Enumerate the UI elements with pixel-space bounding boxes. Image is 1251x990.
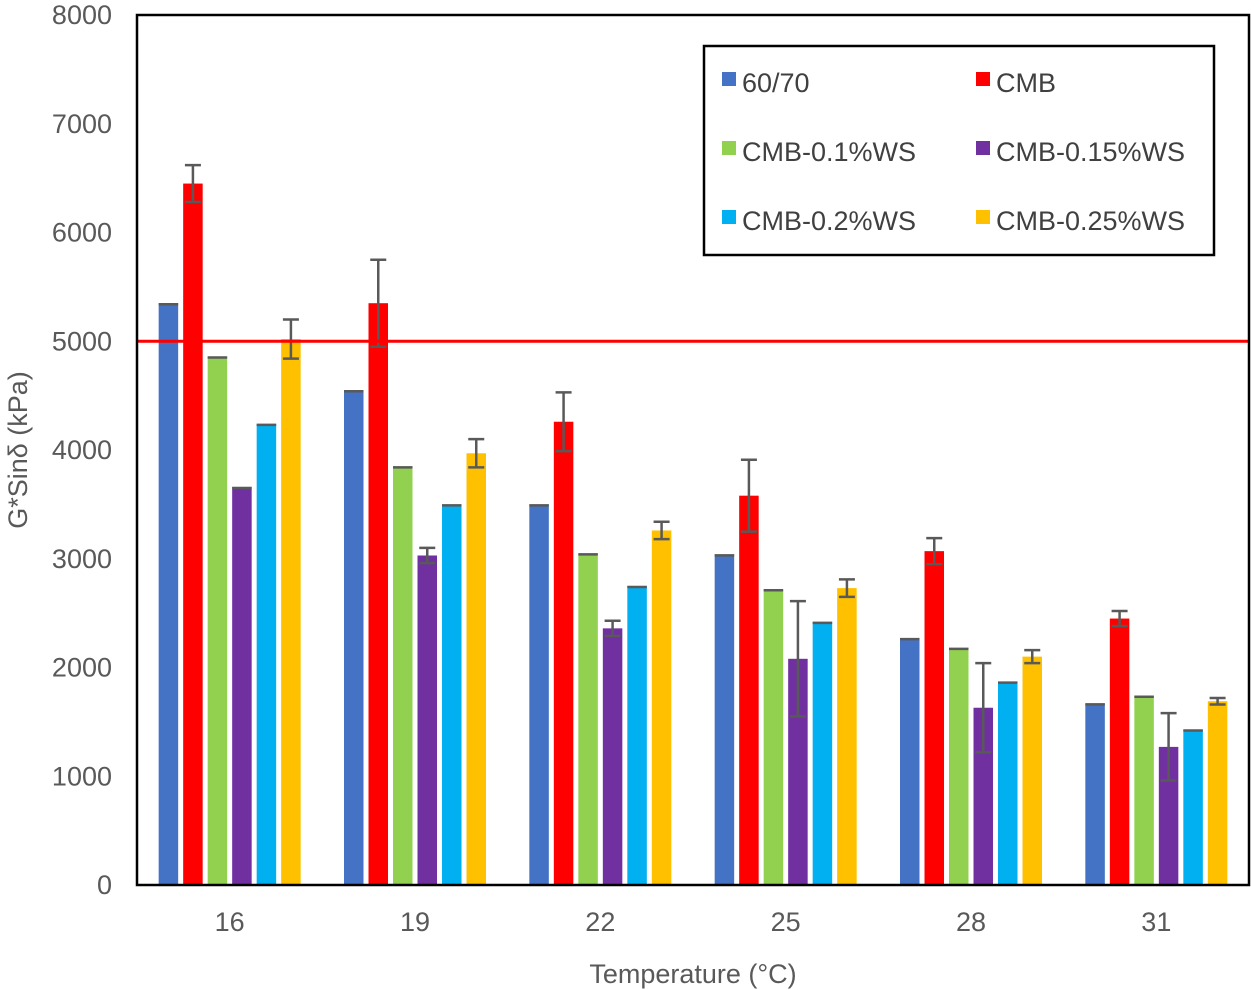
bar-cmb-0-25-ws-16	[281, 339, 301, 886]
bar-cmb-0-2-ws-22	[627, 585, 647, 885]
bar-cmb-19	[368, 303, 388, 885]
bar-cmb-0-2-ws-19	[442, 504, 462, 886]
bar-cmb-0-25-ws-31	[1207, 701, 1228, 885]
plot-area-frame	[135, 13, 1251, 887]
x-tick-label: 28	[956, 907, 986, 937]
y-tick-label: 1000	[52, 761, 112, 791]
bar-cmb-0-1-ws-22	[578, 553, 598, 885]
y-tick-label: 6000	[52, 218, 112, 248]
legend-label: CMB	[996, 68, 1056, 98]
bar-cmb-25	[739, 495, 759, 885]
legend-swatch	[976, 72, 990, 86]
bar-cmb-31	[1109, 618, 1130, 885]
y-tick-label: 4000	[52, 435, 112, 465]
bar-60-70-31	[1085, 703, 1105, 885]
bar-cmb-0-15-ws-19	[417, 555, 437, 885]
bar-cmb-0-1-ws-31	[1134, 695, 1154, 885]
y-axis-title: G*Sinδ (kPa)	[3, 371, 33, 529]
bar-cmb-0-1-ws-16	[207, 356, 228, 886]
legend-swatch	[722, 141, 736, 155]
bar-60-70-25	[714, 554, 735, 885]
bar-cmb-0-25-ws-22	[651, 530, 672, 885]
bar-cmb-16	[183, 183, 203, 885]
bar-cmb-0-1-ws-28	[949, 647, 969, 885]
legend-label: CMB-0.1%WS	[742, 137, 916, 167]
bar-cmb-0-2-ws-28	[998, 681, 1018, 885]
bar-cmb-0-2-ws-25	[812, 621, 833, 885]
bar-60-70-16	[158, 303, 179, 885]
y-axis-ticks: 0 1000 2000 3000 4000 5000 6000 7000 8000	[52, 0, 112, 900]
legend: 60/70 CMB CMB-0.1%WS CMB-0.15%WS CMB-0.2%WS C…	[702, 44, 1216, 257]
bar-60-70-19	[344, 390, 364, 885]
bar-cmb-0-1-ws-19	[393, 466, 413, 885]
bar-cmb-0-15-ws-22	[602, 628, 623, 885]
legend-swatch	[976, 141, 990, 155]
bar-cmb-0-25-ws-19	[466, 453, 486, 885]
bar-cmb-0-2-ws-16	[256, 423, 277, 885]
x-tick-label: 16	[215, 907, 245, 937]
y-tick-label: 8000	[52, 0, 112, 30]
legend-label: CMB-0.15%WS	[996, 137, 1185, 167]
bar-cmb-0-25-ws-25	[837, 588, 857, 885]
y-tick-label: 3000	[52, 544, 112, 574]
error-bars-layer	[158, 163, 1226, 782]
y-tick-label: 0	[97, 870, 112, 900]
x-tick-label: 31	[1141, 907, 1171, 937]
legend-swatch	[976, 210, 990, 224]
legend-label: CMB-0.25%WS	[996, 206, 1185, 236]
bar-cmb-0-25-ws-28	[1022, 656, 1042, 886]
bar-cmb-0-1-ws-25	[763, 589, 784, 885]
bar-60-70-22	[529, 504, 549, 886]
x-tick-label: 19	[400, 907, 430, 937]
bar-cmb-22	[553, 421, 574, 885]
legend-box	[702, 44, 1216, 257]
x-tick-label: 25	[771, 907, 801, 937]
y-tick-label: 2000	[52, 653, 112, 683]
y-tick-label: 5000	[52, 326, 112, 356]
legend-swatch	[722, 210, 736, 224]
legend-label: CMB-0.2%WS	[742, 206, 916, 236]
bar-cmb-28	[924, 551, 944, 885]
x-tick-label: 22	[585, 907, 615, 937]
x-axis-ticks: 16 19 22 25 28 31	[215, 907, 1172, 937]
bar-cmb-0-15-ws-16	[232, 486, 252, 885]
x-axis-title: Temperature (°C)	[589, 959, 796, 989]
bar-60-70-28	[900, 638, 920, 885]
bar-cmb-0-2-ws-31	[1183, 729, 1203, 885]
y-tick-label: 7000	[52, 109, 112, 139]
legend-label: 60/70	[742, 68, 810, 98]
legend-swatch	[722, 72, 736, 86]
